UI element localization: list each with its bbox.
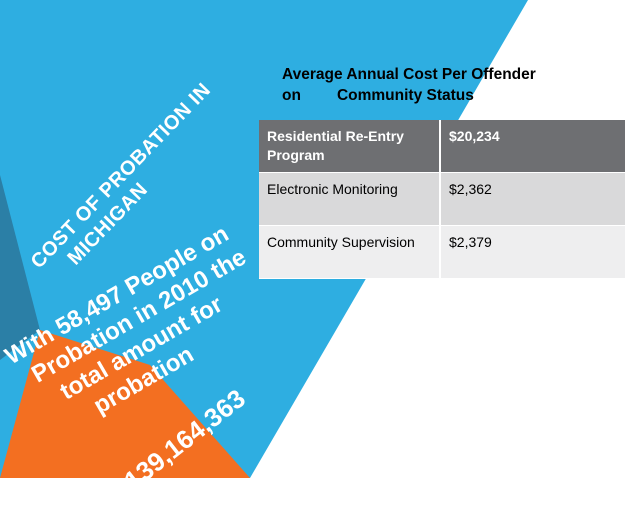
row-label: Residential Re-Entry Program (259, 120, 440, 173)
table-row: Electronic Monitoring $2,362 (259, 172, 625, 226)
table-heading-status: Community Status (336, 87, 474, 104)
dark-blue-wedge (0, 175, 40, 360)
table-heading-on: on (282, 87, 301, 104)
row-label: Community Supervision (259, 225, 440, 279)
cost-table: Residential Re-Entry Program $20,234 Ele… (259, 120, 625, 279)
table-heading-line-2: on Community Status (282, 85, 602, 106)
row-value: $2,379 (439, 225, 625, 279)
row-label: Electronic Monitoring (259, 172, 440, 226)
table-row: Residential Re-Entry Program $20,234 (259, 120, 625, 173)
table-heading-line-1: Average Annual Cost Per Offender (282, 66, 536, 83)
table-heading: Average Annual Cost Per Offender on Commu… (282, 64, 602, 106)
orange-wedge (0, 330, 250, 478)
row-value: $20,234 (439, 120, 625, 173)
row-value: $2,362 (439, 172, 625, 226)
table-row: Community Supervision $2,379 (259, 225, 625, 279)
